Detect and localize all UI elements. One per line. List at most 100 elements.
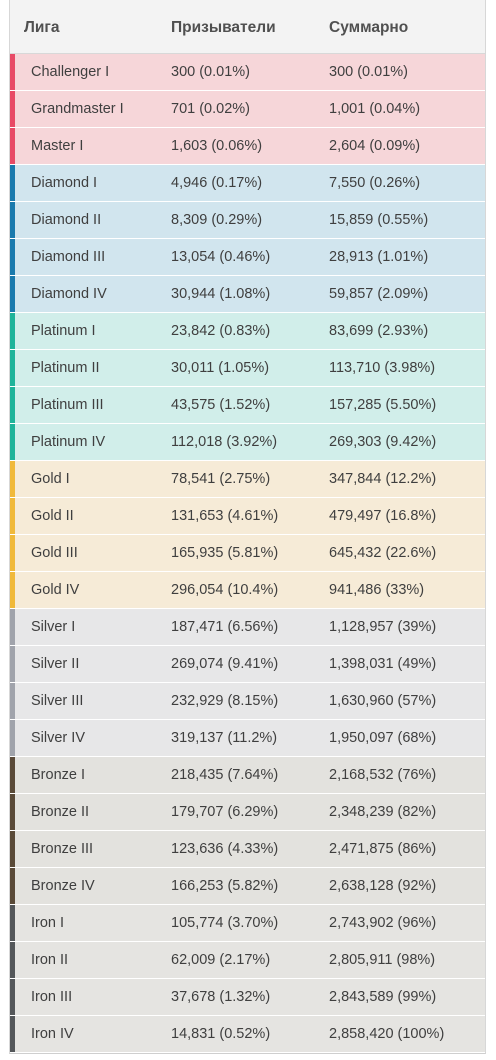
total-cell: 1,950,097 (68%) — [329, 730, 437, 746]
summoners-cell: 300 (0.01%) — [171, 64, 250, 80]
total-cell: 1,630,960 (57%) — [329, 693, 437, 709]
table-row: Bronze III 123,636 (4.33%) 2,471,875 (86%) — [10, 831, 485, 868]
league-cell: Iron I — [31, 915, 65, 931]
summoners-cell: 701 (0.02%) — [171, 101, 250, 117]
summoners-cell: 105,774 (3.70%) — [171, 915, 279, 931]
total-cell: 28,913 (1.01%) — [329, 249, 429, 265]
tier-color-bar — [10, 535, 15, 571]
table-row: Platinum III 43,575 (1.52%) 157,285 (5.50%… — [10, 387, 485, 424]
summoners-cell: 319,137 (11.2%) — [171, 730, 278, 746]
total-cell: 15,859 (0.55%) — [329, 212, 429, 228]
table-row: Silver I 187,471 (6.56%) 1,128,957 (39%) — [10, 609, 485, 646]
table-header: Лига Призыватели Суммарно — [10, 0, 485, 54]
summoners-cell: 13,054 (0.46%) — [171, 249, 271, 265]
summoners-cell: 43,575 (1.52%) — [171, 397, 271, 413]
summoners-cell: 62,009 (2.17%) — [171, 952, 271, 968]
summoners-cell: 14,831 (0.52%) — [171, 1026, 271, 1042]
tier-color-bar — [10, 979, 15, 1015]
tier-color-bar — [10, 1016, 15, 1052]
tier-color-bar — [10, 683, 15, 719]
total-cell: 2,638,128 (92%) — [329, 878, 437, 894]
tier-color-bar — [10, 868, 15, 904]
table-row: Gold I 78,541 (2.75%) 347,844 (12.2%) — [10, 461, 485, 498]
table-row: Bronze IV 166,253 (5.82%) 2,638,128 (92%) — [10, 868, 485, 905]
table-row: Iron II 62,009 (2.17%) 2,805,911 (98%) — [10, 942, 485, 979]
table-row: Iron III 37,678 (1.32%) 2,843,589 (99%) — [10, 979, 485, 1016]
table-row: Platinum IV 112,018 (3.92%) 269,303 (9.42%… — [10, 424, 485, 461]
summoners-cell: 37,678 (1.32%) — [171, 989, 271, 1005]
table-row: Challenger I 300 (0.01%) 300 (0.01%) — [10, 54, 485, 91]
league-cell: Gold IV — [31, 582, 80, 598]
table-row: Iron I 105,774 (3.70%) 2,743,902 (96%) — [10, 905, 485, 942]
summoners-cell: 269,074 (9.41%) — [171, 656, 279, 672]
table-row: Silver III 232,929 (8.15%) 1,630,960 (57%) — [10, 683, 485, 720]
league-cell: Gold I — [31, 471, 70, 487]
league-cell: Platinum IV — [31, 434, 106, 450]
total-cell: 1,398,031 (49%) — [329, 656, 437, 672]
tier-color-bar — [10, 128, 15, 164]
tier-color-bar — [10, 276, 15, 312]
total-cell: 2,471,875 (86%) — [329, 841, 437, 857]
tier-color-bar — [10, 905, 15, 941]
summoners-cell: 4,946 (0.17%) — [171, 175, 263, 191]
table-row: Gold II 131,653 (4.61%) 479,497 (16.8%) — [10, 498, 485, 535]
tier-color-bar — [10, 572, 15, 608]
total-cell: 479,497 (16.8%) — [329, 508, 437, 524]
summoners-cell: 218,435 (7.64%) — [171, 767, 279, 783]
tier-color-bar — [10, 313, 15, 349]
table-row: Diamond I 4,946 (0.17%) 7,550 (0.26%) — [10, 165, 485, 202]
tier-color-bar — [10, 646, 15, 682]
table-row: Silver II 269,074 (9.41%) 1,398,031 (49%) — [10, 646, 485, 683]
league-cell: Gold III — [31, 545, 78, 561]
league-cell: Silver I — [31, 619, 76, 635]
league-cell: Gold II — [31, 508, 74, 524]
summoners-cell: 8,309 (0.29%) — [171, 212, 263, 228]
tier-color-bar — [10, 720, 15, 756]
summoners-cell: 23,842 (0.83%) — [171, 323, 271, 339]
league-cell: Silver II — [31, 656, 80, 672]
tier-color-bar — [10, 165, 15, 201]
league-cell: Iron IV — [31, 1026, 74, 1042]
summoners-cell: 30,944 (1.08%) — [171, 286, 271, 302]
league-cell: Bronze I — [31, 767, 85, 783]
league-cell: Diamond I — [31, 175, 98, 191]
total-cell: 1,001 (0.04%) — [329, 101, 421, 117]
league-cell: Iron III — [31, 989, 73, 1005]
table-row: Bronze I 218,435 (7.64%) 2,168,532 (76%) — [10, 757, 485, 794]
total-cell: 7,550 (0.26%) — [329, 175, 421, 191]
total-cell: 2,858,420 (100%) — [329, 1026, 445, 1042]
total-cell: 1,128,957 (39%) — [329, 619, 437, 635]
total-cell: 941,486 (33%) — [329, 582, 425, 598]
tier-color-bar — [10, 942, 15, 978]
tier-color-bar — [10, 609, 15, 645]
total-cell: 645,432 (22.6%) — [329, 545, 437, 561]
table-row: Gold III 165,935 (5.81%) 645,432 (22.6%) — [10, 535, 485, 572]
league-cell: Diamond III — [31, 249, 106, 265]
tier-color-bar — [10, 794, 15, 830]
total-cell: 83,699 (2.93%) — [329, 323, 429, 339]
league-cell: Bronze II — [31, 804, 90, 820]
total-cell: 2,604 (0.09%) — [329, 138, 421, 154]
summoners-cell: 296,054 (10.4%) — [171, 582, 279, 598]
table-row: Iron IV 14,831 (0.52%) 2,858,420 (100%) — [10, 1016, 485, 1053]
tier-color-bar — [10, 461, 15, 497]
total-cell: 59,857 (2.09%) — [329, 286, 429, 302]
summoners-cell: 187,471 (6.56%) — [171, 619, 279, 635]
table-row: Platinum I 23,842 (0.83%) 83,699 (2.93%) — [10, 313, 485, 350]
total-cell: 157,285 (5.50%) — [329, 397, 437, 413]
column-header-summoners[interactable]: Призыватели — [171, 19, 276, 36]
tier-color-bar — [10, 387, 15, 423]
tier-color-bar — [10, 91, 15, 127]
table-row: Diamond III 13,054 (0.46%) 28,913 (1.01%) — [10, 239, 485, 276]
table-row: Master I 1,603 (0.06%) 2,604 (0.09%) — [10, 128, 485, 165]
tier-color-bar — [10, 424, 15, 460]
column-header-total[interactable]: Суммарно — [329, 19, 409, 36]
tier-color-bar — [10, 757, 15, 793]
summoners-cell: 179,707 (6.29%) — [171, 804, 279, 820]
total-cell: 2,805,911 (98%) — [329, 952, 436, 968]
league-cell: Bronze IV — [31, 878, 95, 894]
total-cell: 113,710 (3.98%) — [329, 360, 436, 376]
total-cell: 269,303 (9.42%) — [329, 434, 437, 450]
column-header-league[interactable]: Лига — [24, 19, 60, 36]
table-row: Platinum II 30,011 (1.05%) 113,710 (3.98%) — [10, 350, 485, 387]
